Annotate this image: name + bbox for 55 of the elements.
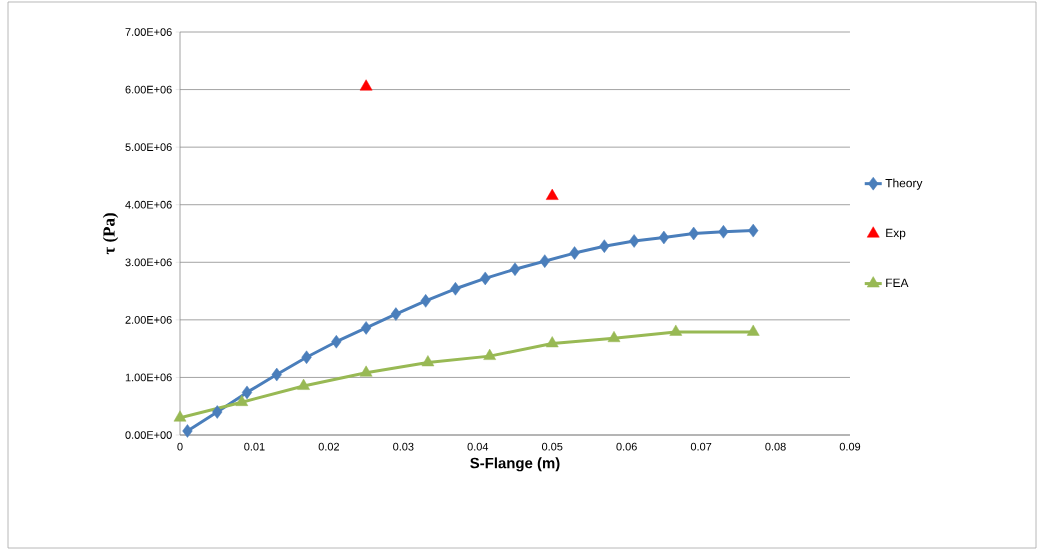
x-tick-label: 0.02 xyxy=(318,442,339,451)
point xyxy=(545,336,559,348)
point xyxy=(235,394,249,406)
x-tick-label: 0.09 xyxy=(839,442,861,451)
y-tick-label: 4.00E+06 xyxy=(125,200,172,209)
point xyxy=(569,246,580,260)
point xyxy=(483,348,496,360)
point xyxy=(359,79,373,91)
point xyxy=(658,230,670,245)
x-tick-label: 0.05 xyxy=(541,442,563,451)
point xyxy=(628,234,640,248)
point xyxy=(599,239,610,253)
point xyxy=(450,282,461,296)
point xyxy=(509,262,521,276)
x-tick-label: 0.03 xyxy=(393,442,414,451)
x-tick-label: 0.01 xyxy=(244,442,265,451)
point xyxy=(420,294,431,308)
y-tick-label: 1.00E+06 xyxy=(125,373,172,382)
point xyxy=(421,355,435,367)
point xyxy=(360,321,372,335)
point xyxy=(480,271,491,286)
y-tick-label: 5.00E+06 xyxy=(125,143,172,152)
point xyxy=(390,307,402,321)
x-tick-label: 0.07 xyxy=(690,442,712,451)
legend-label: FEA xyxy=(886,278,909,287)
point xyxy=(359,365,373,377)
x-tick-label: 0 xyxy=(177,442,183,451)
point xyxy=(301,350,312,365)
x-axis-title: S-Flange (m) xyxy=(470,457,560,472)
point xyxy=(173,410,187,422)
point xyxy=(182,424,193,438)
point xyxy=(718,225,729,239)
point xyxy=(297,378,310,390)
x-tick-label: 0.08 xyxy=(765,442,786,451)
point xyxy=(746,324,760,336)
point xyxy=(271,367,282,382)
point xyxy=(241,385,253,400)
y-tick-label: 6.00E+06 xyxy=(125,85,172,94)
point xyxy=(607,331,621,343)
point xyxy=(545,188,559,200)
legend-label: Theory xyxy=(885,178,923,190)
x-tick-label: 0.06 xyxy=(616,442,637,451)
legend-label: Exp xyxy=(886,228,906,240)
point xyxy=(688,226,699,241)
y-tick-label: 2.00E+06 xyxy=(125,315,172,324)
x-tick-label: 0.04 xyxy=(467,442,489,451)
point xyxy=(748,223,759,238)
y-axis-title: τ (Pa) xyxy=(102,213,119,255)
point xyxy=(331,334,342,349)
point xyxy=(669,324,683,336)
point xyxy=(212,405,223,419)
y-tick-label: 7.00E+06 xyxy=(125,28,172,36)
y-tick-label: 0.00E+00 xyxy=(125,431,172,439)
y-tick-label: 3.00E+06 xyxy=(125,258,172,267)
point xyxy=(539,254,550,268)
